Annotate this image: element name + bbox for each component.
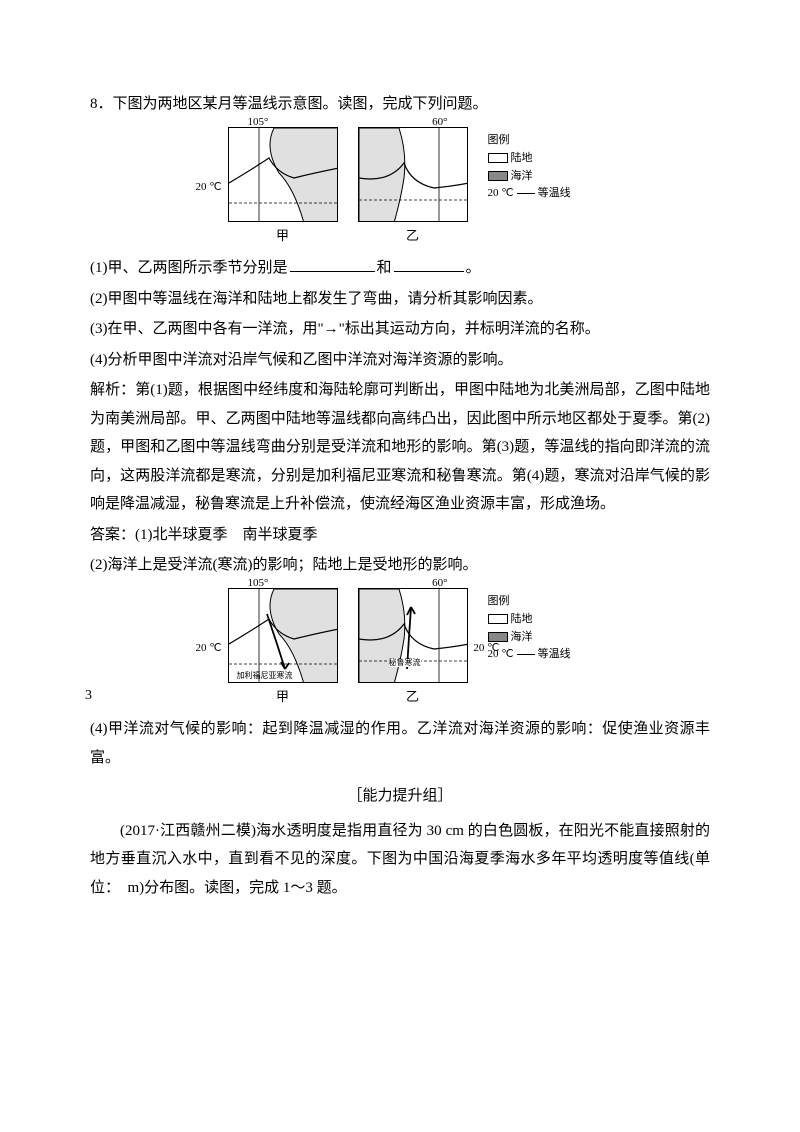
map-box-yi-2: 30° 秘鲁寒流 xyxy=(358,588,468,683)
legend-land-label-2: 陆地 xyxy=(511,611,533,628)
q8-ans4: (4)甲洋流对气候的影响：起到降温减湿的作用。乙洋流对海洋资源的影响：促使渔业资… xyxy=(90,715,710,772)
legend-land: 陆地 xyxy=(488,150,573,167)
document-content: 8．下图为两地区某月等温线示意图。读图，完成下列问题。 105° 30° 20 … xyxy=(90,90,710,902)
q8-intro: 8．下图为两地区某月等温线示意图。读图，完成下列问题。 xyxy=(90,90,710,119)
caption-jia-1: 甲 xyxy=(228,224,338,249)
map-jia-1: 105° 30° 20 ℃ 甲 xyxy=(228,127,338,249)
swatch-land-icon xyxy=(488,153,508,163)
side-number-3: 3 xyxy=(85,683,92,710)
map-yi-1: 60° 30° 乙 xyxy=(358,127,468,249)
swatch-land-icon-2 xyxy=(488,614,508,624)
q8-figure-row-2: 3 105° 30° 加利福尼亚寒流 20 ℃ 甲 60° xyxy=(90,588,710,710)
legend-iso-label: 等温线 xyxy=(538,185,571,202)
legend-land-2: 陆地 xyxy=(488,611,573,628)
sub1-mid: 和 xyxy=(377,260,392,276)
map-box-yi-1: 30° xyxy=(358,127,468,222)
line-icon-2 xyxy=(517,654,535,655)
legend-ocean-2: 海洋 xyxy=(488,629,573,646)
sub1-suffix: 。 xyxy=(466,260,481,276)
q8-sub3: (3)在甲、乙两图中各有一洋流，用"→"标出其运动方向，并标明洋流的名称。 xyxy=(90,315,710,344)
q8-sub4: (4)分析甲图中洋流对沿岸气候和乙图中洋流对海洋资源的影响。 xyxy=(90,346,710,375)
legend-land-label: 陆地 xyxy=(511,150,533,167)
map-box-jia-2: 30° 加利福尼亚寒流 xyxy=(228,588,338,683)
temp-jia: 20 ℃ xyxy=(196,177,222,198)
legend-ocean-label: 海洋 xyxy=(511,168,533,185)
map-jia-2: 105° 30° 加利福尼亚寒流 20 ℃ 甲 xyxy=(228,588,338,710)
blank-1[interactable] xyxy=(290,257,375,272)
swatch-ocean-icon xyxy=(488,171,508,181)
legend-title: 图例 xyxy=(488,132,573,149)
section2-intro: (2017·江西赣州二模)海水透明度是指用直径为 30 cm 的白色圆板，在阳光… xyxy=(90,817,710,903)
q8-figure-row-1: 105° 30° 20 ℃ 甲 60° xyxy=(90,127,710,249)
temp-jia-2: 20 ℃ xyxy=(196,638,222,659)
legend-title-2: 图例 xyxy=(488,593,573,610)
caption-jia-2: 甲 xyxy=(228,685,338,710)
q8-analysis: 解析：第(1)题，根据图中经纬度和海陆轮廓可判断出，甲图中陆地为北美洲局部，乙图… xyxy=(90,376,710,519)
legend-iso: 20 ℃ 等温线 xyxy=(488,185,573,202)
sub1-prefix: (1)甲、乙两图所示季节分别是 xyxy=(90,260,288,276)
section2-title: ［能力提升组］ xyxy=(90,782,710,811)
legend-2: 图例 陆地 海洋 20 ℃ 等温线 xyxy=(488,588,573,664)
legend-iso-label-2: 等温线 xyxy=(538,646,571,663)
legend-1: 图例 陆地 海洋 20 ℃ 等温线 xyxy=(488,127,573,203)
caption-yi-1: 乙 xyxy=(358,224,468,249)
legend-iso-2: 20 ℃ 等温线 xyxy=(488,646,573,663)
legend-ocean-label-2: 海洋 xyxy=(511,629,533,646)
line-icon xyxy=(517,193,535,194)
map-yi-2: 60° 30° 秘鲁寒流 20 ℃ 乙 xyxy=(358,588,468,710)
q8-sub1: (1)甲、乙两图所示季节分别是 和 。 xyxy=(90,254,710,283)
current-jia-label: 加利福尼亚寒流 xyxy=(237,672,293,680)
map-box-jia-1: 30° xyxy=(228,127,338,222)
q8-ans2: (2)海洋上是受洋流(寒流)的影响；陆地上是受地形的影响。 xyxy=(90,551,710,580)
temp-yi-2: 20 ℃ xyxy=(473,638,499,659)
caption-yi-2: 乙 xyxy=(358,685,468,710)
current-yi-label: 秘鲁寒流 xyxy=(389,659,421,667)
legend-iso-temp: 20 ℃ xyxy=(488,185,514,202)
legend-ocean: 海洋 xyxy=(488,168,573,185)
blank-2[interactable] xyxy=(394,257,464,272)
q8-ans1: 答案：(1)北半球夏季 南半球夏季 xyxy=(90,521,710,550)
q8-sub2: (2)甲图中等温线在海洋和陆地上都发生了弯曲，请分析其影响因素。 xyxy=(90,285,710,314)
